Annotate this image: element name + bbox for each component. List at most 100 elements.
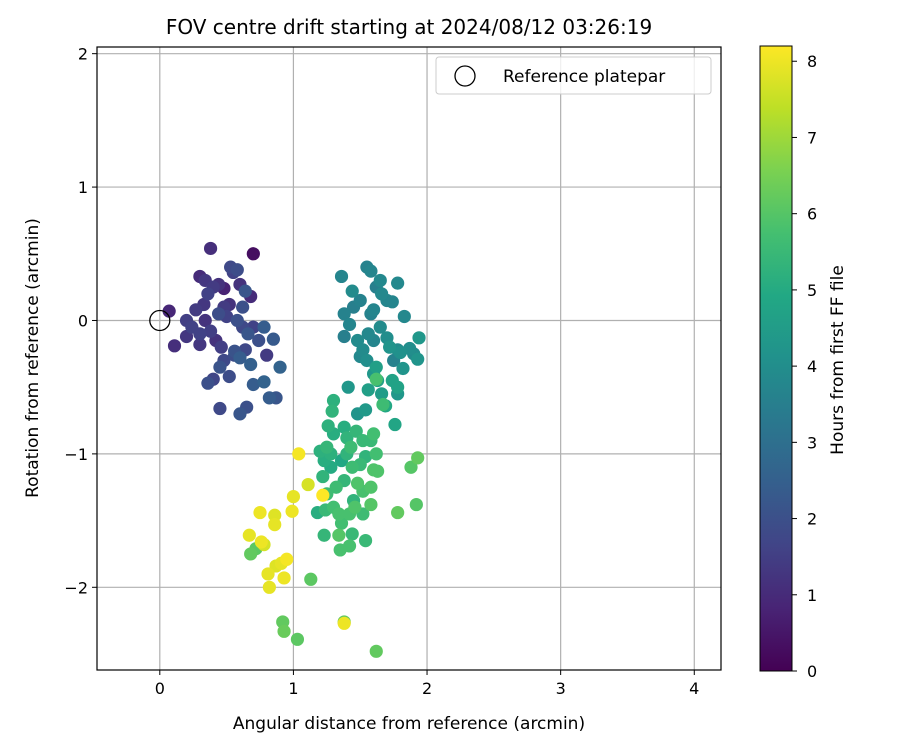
y-tick-label: −1: [64, 445, 88, 464]
data-point: [236, 300, 250, 314]
data-point: [222, 369, 236, 384]
data-point: [320, 440, 334, 454]
y-tick-label: −2: [64, 578, 88, 597]
data-point: [257, 375, 271, 389]
data-point: [364, 480, 378, 494]
data-point: [349, 424, 363, 438]
data-point: [253, 505, 267, 520]
y-tick-label: 2: [78, 45, 88, 64]
data-point: [364, 497, 378, 512]
data-point: [252, 333, 266, 348]
data-point: [332, 507, 346, 521]
data-point: [376, 397, 390, 412]
data-points: [162, 241, 426, 658]
data-point: [167, 339, 182, 353]
x-tick-label: 1: [288, 679, 298, 698]
data-point: [364, 264, 378, 278]
data-point: [412, 331, 426, 345]
data-point: [345, 284, 359, 298]
data-point: [396, 361, 410, 376]
colorbar-tick-label: 8: [807, 52, 817, 71]
data-point: [213, 360, 227, 374]
data-point: [366, 303, 381, 317]
data-point: [353, 293, 367, 308]
data-point: [369, 372, 383, 386]
x-tick-label: 3: [556, 679, 566, 698]
data-point: [342, 539, 357, 553]
data-point: [280, 552, 294, 566]
data-point: [277, 624, 291, 638]
data-point: [334, 269, 349, 284]
data-point: [162, 304, 176, 318]
x-tick-label: 0: [155, 679, 165, 698]
data-point: [301, 477, 315, 492]
data-point: [341, 380, 355, 394]
data-point: [238, 284, 252, 298]
data-point: [213, 401, 227, 416]
data-point: [316, 469, 330, 484]
data-point: [373, 273, 387, 288]
data-point: [361, 383, 375, 397]
data-point: [244, 547, 258, 561]
data-point: [360, 353, 374, 368]
data-point: [230, 263, 244, 277]
data-point: [260, 348, 274, 362]
data-point: [397, 309, 411, 324]
data-point: [337, 420, 351, 434]
data-point: [325, 404, 339, 418]
data-point: [350, 476, 365, 490]
data-point: [257, 320, 271, 334]
data-point: [373, 320, 387, 334]
data-point: [193, 327, 207, 341]
data-point: [366, 427, 381, 441]
data-point: [342, 317, 357, 332]
data-point: [266, 332, 280, 346]
data-point: [304, 572, 318, 586]
data-point: [404, 460, 418, 474]
colorbar-ticks: 0 1 2 3 4 5 6 7 8: [792, 52, 817, 681]
data-point: [393, 345, 407, 360]
data-point: [242, 528, 256, 542]
data-point: [211, 307, 226, 321]
data-point: [358, 533, 373, 548]
legend-marker-reference: [454, 65, 476, 87]
data-point: [203, 241, 218, 256]
colorbar-gradient: [759, 45, 793, 672]
data-point: [337, 329, 351, 344]
data-point: [385, 295, 399, 309]
data-point: [369, 644, 383, 658]
data-point: [261, 567, 275, 581]
data-point: [285, 504, 299, 518]
x-axis-ticks: 0 1 2 3 4: [155, 670, 699, 698]
data-point: [344, 440, 358, 454]
data-point: [268, 517, 282, 532]
legend-label-reference: Reference platepar: [503, 67, 665, 87]
data-point: [201, 376, 215, 390]
data-point: [273, 360, 287, 374]
data-point: [375, 387, 389, 401]
data-point: [356, 343, 370, 357]
data-point: [337, 616, 351, 630]
data-point: [277, 571, 291, 585]
colorbar-tick-label: 3: [807, 433, 817, 452]
data-point: [233, 351, 247, 365]
data-point: [317, 528, 331, 542]
data-point: [329, 480, 343, 494]
data-point: [268, 508, 282, 522]
colorbar-tick-label: 7: [807, 128, 817, 147]
data-point: [345, 460, 359, 474]
x-tick-label: 4: [689, 679, 699, 698]
x-tick-label: 2: [422, 679, 432, 698]
data-point: [388, 417, 402, 432]
data-point: [241, 327, 255, 341]
data-point: [246, 377, 260, 392]
data-point: [193, 337, 207, 352]
data-point: [254, 535, 268, 549]
data-point: [246, 247, 260, 261]
data-point: [370, 464, 385, 478]
data-point: [290, 632, 305, 646]
data-point: [201, 287, 215, 301]
data-point: [214, 340, 228, 354]
y-tick-label: 1: [78, 178, 88, 197]
